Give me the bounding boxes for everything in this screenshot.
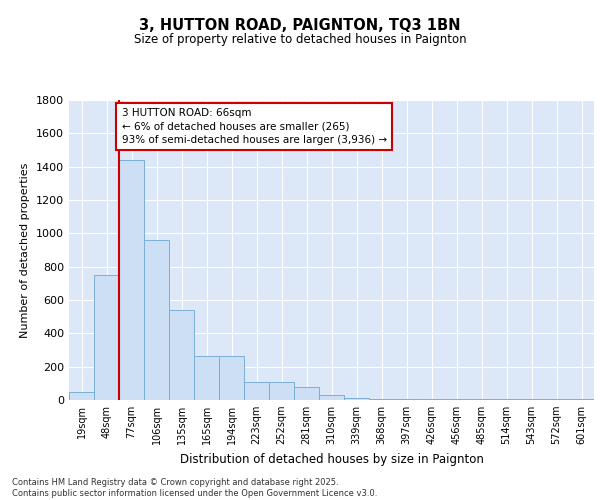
- Bar: [69, 392, 94, 400]
- Text: Contains HM Land Registry data © Crown copyright and database right 2025.
Contai: Contains HM Land Registry data © Crown c…: [12, 478, 377, 498]
- Text: 3, HUTTON ROAD, PAIGNTON, TQ3 1BN: 3, HUTTON ROAD, PAIGNTON, TQ3 1BN: [139, 18, 461, 32]
- Bar: [294, 386, 319, 400]
- Bar: [444, 399, 469, 400]
- Bar: [544, 399, 569, 400]
- Text: 3 HUTTON ROAD: 66sqm
← 6% of detached houses are smaller (265)
93% of semi-detac: 3 HUTTON ROAD: 66sqm ← 6% of detached ho…: [121, 108, 386, 144]
- Bar: [569, 399, 594, 400]
- Bar: [344, 398, 369, 400]
- Bar: [469, 399, 494, 400]
- Bar: [144, 240, 169, 400]
- X-axis label: Distribution of detached houses by size in Paignton: Distribution of detached houses by size …: [179, 452, 484, 466]
- Bar: [269, 382, 294, 400]
- Bar: [394, 399, 419, 400]
- Text: Size of property relative to detached houses in Paignton: Size of property relative to detached ho…: [134, 32, 466, 46]
- Bar: [94, 275, 119, 400]
- Bar: [219, 356, 244, 400]
- Bar: [369, 399, 394, 400]
- Bar: [494, 399, 519, 400]
- Y-axis label: Number of detached properties: Number of detached properties: [20, 162, 31, 338]
- Bar: [194, 356, 219, 400]
- Bar: [419, 399, 444, 400]
- Bar: [119, 160, 144, 400]
- Bar: [319, 395, 344, 400]
- Bar: [244, 382, 269, 400]
- Bar: [519, 399, 544, 400]
- Bar: [169, 310, 194, 400]
